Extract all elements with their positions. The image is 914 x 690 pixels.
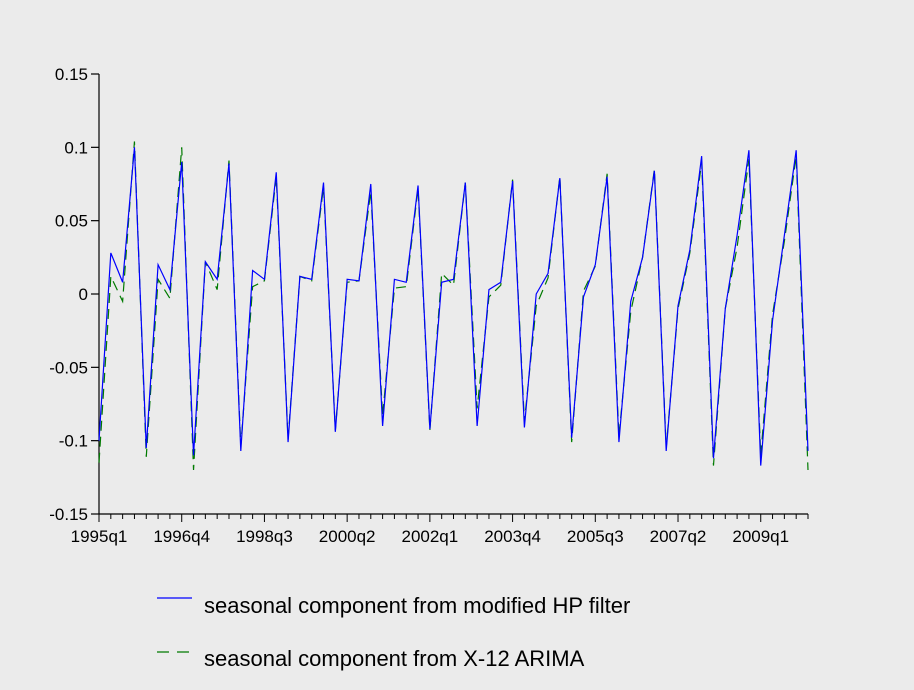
- y-ticks: -0.15 -0.1 -0.05 0 0.05 0.1 0.15: [49, 65, 99, 524]
- y-tick-label: -0.1: [59, 432, 88, 451]
- legend-label-hp: seasonal component from modified HP filt…: [204, 593, 630, 618]
- legend: seasonal component from modified HP filt…: [157, 593, 630, 671]
- x-tick-label: 2009q1: [732, 527, 789, 546]
- series-line-x12-arima: [98, 141, 809, 471]
- y-tick-label: -0.05: [49, 358, 88, 377]
- series-line-hp-filter: [98, 147, 809, 466]
- x-tick-label: 1996q4: [153, 527, 210, 546]
- legend-label-x12: seasonal component from X-12 ARIMA: [204, 646, 585, 671]
- x-tick-label: 1998q3: [236, 527, 293, 546]
- series-layer: [98, 141, 809, 471]
- x-ticks: 1995q1 1996q4 1998q3 2000q2 2002q1 2003q4 2005…: [71, 514, 809, 546]
- x-tick-label: 2007q2: [650, 527, 707, 546]
- legend-entry-x12: seasonal component from X-12 ARIMA: [157, 646, 585, 671]
- x-tick-label: 2002q1: [401, 527, 458, 546]
- x-tick-label: 1995q1: [71, 527, 128, 546]
- x-tick-label: 2000q2: [319, 527, 376, 546]
- x-tick-label: 2003q4: [484, 527, 541, 546]
- legend-entry-hp: seasonal component from modified HP filt…: [157, 593, 630, 618]
- y-tick-label: 0.05: [55, 212, 88, 231]
- x-tick-label: 2005q3: [567, 527, 624, 546]
- y-tick-label: 0: [79, 285, 88, 304]
- y-tick-label: 0.1: [64, 138, 88, 157]
- y-tick-label: -0.15: [49, 505, 88, 524]
- y-tick-label: 0.15: [55, 65, 88, 84]
